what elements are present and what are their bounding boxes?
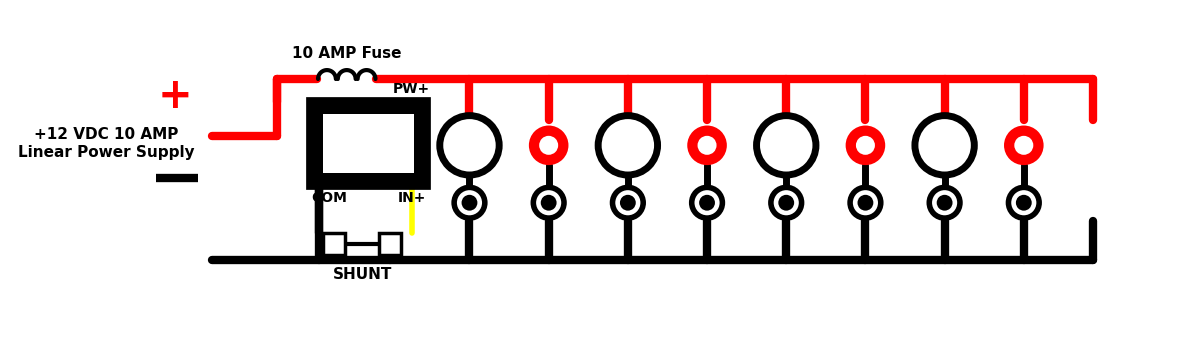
Circle shape (856, 136, 875, 155)
Bar (323, 114, 414, 173)
Circle shape (779, 195, 794, 211)
Circle shape (541, 195, 557, 211)
Circle shape (539, 136, 558, 155)
Circle shape (620, 195, 636, 211)
Circle shape (937, 195, 953, 211)
Circle shape (700, 195, 715, 211)
Circle shape (462, 195, 478, 211)
Circle shape (1008, 187, 1039, 218)
Circle shape (770, 187, 802, 218)
Circle shape (846, 126, 886, 165)
Circle shape (533, 187, 564, 218)
Text: IN+: IN+ (397, 191, 426, 205)
Circle shape (439, 116, 499, 175)
Text: SHUNT: SHUNT (332, 267, 391, 282)
Circle shape (697, 136, 716, 155)
Circle shape (914, 116, 974, 175)
Circle shape (1004, 126, 1044, 165)
Circle shape (1014, 136, 1033, 155)
Circle shape (612, 187, 643, 218)
Text: PW+: PW+ (392, 82, 430, 96)
Text: +: + (158, 75, 193, 117)
Circle shape (688, 126, 727, 165)
Text: 10 AMP Fuse: 10 AMP Fuse (292, 46, 402, 61)
Text: +12 VDC 10 AMP
Linear Power Supply: +12 VDC 10 AMP Linear Power Supply (18, 127, 194, 160)
Circle shape (1016, 195, 1032, 211)
Bar (379, 233, 401, 255)
Circle shape (691, 187, 722, 218)
Bar (323, 233, 344, 255)
Circle shape (756, 116, 816, 175)
Circle shape (850, 187, 881, 218)
Circle shape (598, 116, 658, 175)
Circle shape (929, 187, 960, 218)
Bar (311, 102, 426, 185)
Text: COM: COM (311, 191, 347, 205)
Circle shape (858, 195, 874, 211)
Circle shape (454, 187, 485, 218)
Circle shape (529, 126, 569, 165)
